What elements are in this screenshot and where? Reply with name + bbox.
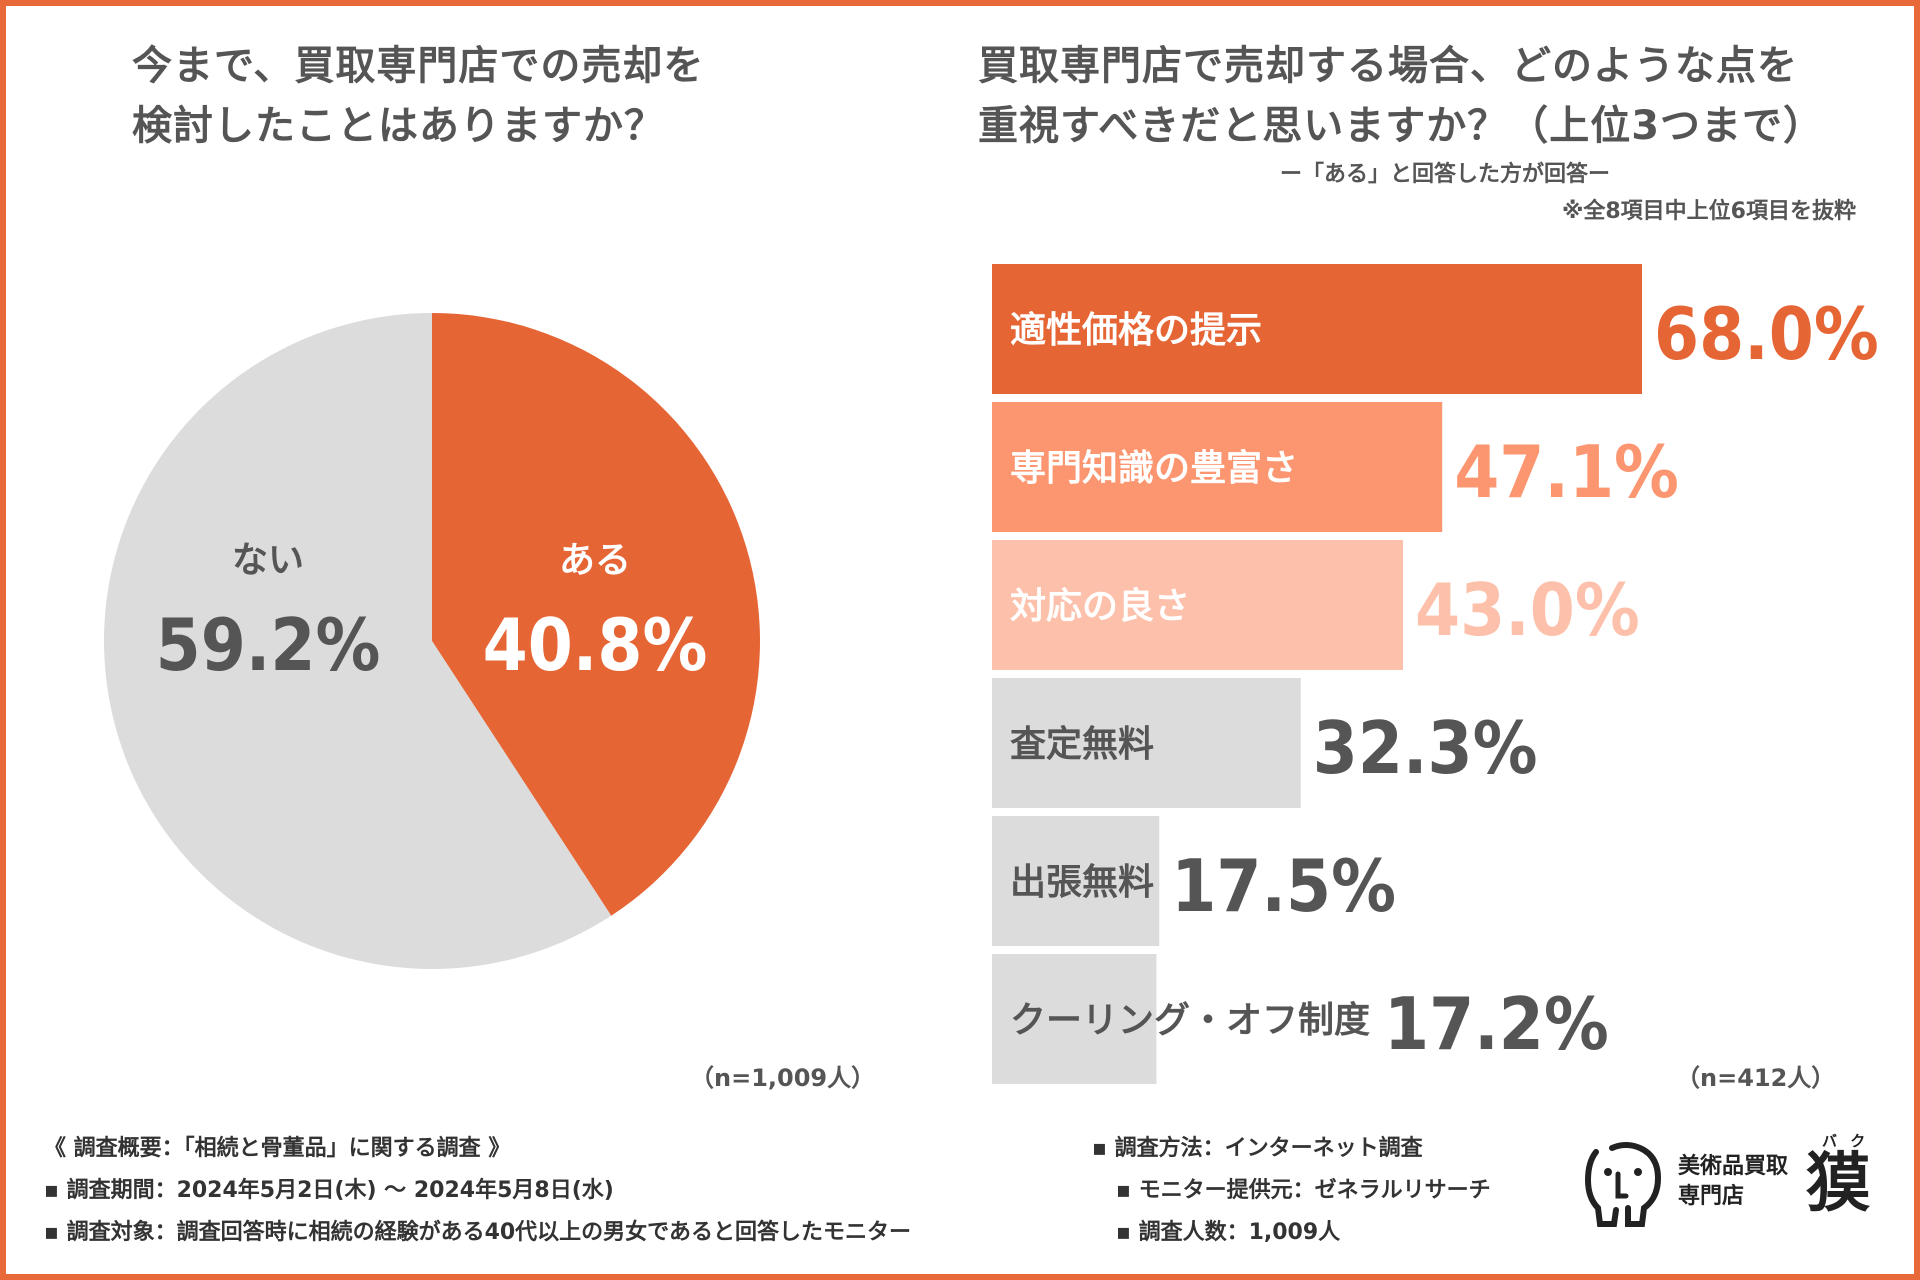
pie-title: 今まで、買取専門店での売却を 検討したことはありますか？ [132, 36, 704, 156]
bar-value-label: 17.2% [1384, 982, 1609, 1066]
pie-slice-label: ない [232, 540, 304, 581]
bar-category-label: 専門知識の豊富さ [1010, 447, 1298, 489]
survey-target: ▪ 調査対象：調査回答時に相続の経験がある40代以上の男女であると回答したモニタ… [44, 1220, 911, 1245]
pie-slice [103, 313, 612, 969]
bar-category-label: 出張無料 [1010, 862, 1154, 903]
pie-slice-label: ある [559, 540, 631, 581]
bar-title: 買取専門店で売却する場合、どのような点を 重視すべきだと思いますか？（上位3つま… [978, 36, 1824, 156]
logo-line2: 専門店 [1678, 1184, 1745, 1209]
bar-category-label: 査定無料 [1010, 724, 1154, 765]
pie-slice-value: 40.8% [483, 603, 708, 687]
bar-note: ※全8項目中上位6項目を抜粋 [1561, 199, 1856, 224]
logo-shop-name: 美術品買取 専門店 [1678, 1152, 1788, 1212]
bar-value-label: 32.3% [1313, 706, 1538, 790]
bar-value-label: 43.0% [1415, 568, 1640, 652]
survey-overview: 《 調査概要：「相続と骨董品」に関する調査 》 [44, 1136, 511, 1161]
bar-title-line2: 重視すべきだと思いますか？（上位3つまで） [978, 103, 1825, 149]
bar [992, 678, 1301, 808]
survey-provider: ▪ モニター提供元：ゼネラルリサーチ [1116, 1178, 1491, 1203]
pie-slice [432, 313, 760, 916]
logo-ruby: バ ク [1822, 1132, 1870, 1150]
logo-kanji: 獏 [1806, 1146, 1870, 1221]
bar [992, 264, 1642, 394]
bar-subtitle: ー「ある」と回答した方が回答ー [1279, 162, 1610, 187]
bar [992, 954, 1157, 1084]
bar [992, 816, 1160, 946]
pie-sample-size: （n=1,009人） [690, 1064, 876, 1092]
survey-method: ▪ 調査方法：インターネット調査 [1092, 1136, 1423, 1161]
bar-title-line1: 買取専門店で売却する場合、どのような点を [978, 43, 1798, 89]
pie-title-line2: 検討したことはありますか？ [132, 103, 665, 149]
pie-title-line1: 今まで、買取専門店での売却を [132, 43, 705, 89]
bar-category-label: 適性価格の提示 [1010, 310, 1262, 351]
pie-slice-value: 59.2% [156, 603, 381, 687]
bar-value-label: 47.1% [1454, 430, 1679, 514]
tapir-logo-icon [1584, 1142, 1662, 1227]
logo-line1: 美術品買取 [1678, 1154, 1789, 1179]
bar [992, 540, 1404, 670]
bar [992, 402, 1443, 532]
bar-value-label: 68.0% [1654, 292, 1879, 376]
bar-category-label: クーリング・オフ制度 [1010, 1000, 1370, 1041]
bar-sample-size: （n=412人） [1676, 1064, 1836, 1092]
bar-category-label: 対応の良さ [1010, 586, 1190, 627]
bar-chart: 適性価格の提示 68.0% 専門知識の豊富さ 47.1% 対応の良さ 43.0% 査定無料 3… [992, 264, 1879, 1084]
bar-value-label: 17.5% [1171, 844, 1396, 928]
survey-period: ▪ 調査期間：2024年5月2日(木) 〜 2024年5月8日(水) [44, 1178, 614, 1203]
survey-count: ▪ 調査人数：1,009人 [1116, 1220, 1341, 1245]
pie-chart: ある 40.8% ない 59.2% [103, 313, 760, 969]
